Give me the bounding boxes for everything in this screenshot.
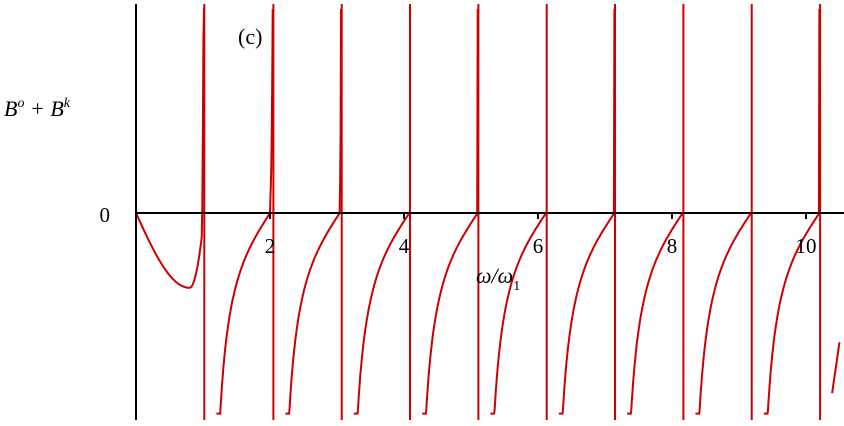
ylabel-plus: + — [24, 96, 50, 121]
series-branch-4 — [353, 213, 410, 415]
series-branch-5 — [422, 8, 479, 415]
y-axis-label: Bo + Bk — [4, 96, 71, 121]
x-tick-label-2: 2 — [265, 234, 276, 258]
ylabel-sup2: k — [64, 96, 71, 111]
series-branch-11 — [831, 342, 841, 394]
series-branch-9 — [695, 213, 752, 415]
series-branch-7 — [558, 8, 616, 415]
series-branch-10 — [763, 8, 821, 415]
series-branch-1 — [135, 8, 205, 289]
x-ticks: 2 4 6 8 10 — [265, 213, 817, 258]
series-branch-3 — [285, 8, 342, 415]
y-tick-label-0: 0 — [100, 203, 111, 227]
xlabel-num: ω — [476, 263, 492, 288]
x-tick-label-10: 10 — [796, 234, 817, 258]
x-tick-label-6: 6 — [533, 234, 544, 258]
series-branch-6 — [490, 213, 547, 415]
panel-label: (c) — [238, 24, 262, 49]
ylabel-b1: B — [4, 96, 17, 121]
x-axis-label: ω/ω1 — [476, 263, 520, 294]
ylabel-b2: B — [50, 96, 63, 121]
x-tick-label-8: 8 — [667, 234, 678, 258]
series-branch-8 — [627, 213, 684, 415]
axes — [135, 4, 844, 420]
xlabel-slash: / — [490, 263, 500, 288]
xlabel-sub: 1 — [513, 279, 520, 294]
x-tick-label-4: 4 — [399, 234, 410, 258]
series-branch-2 — [216, 8, 274, 415]
ylabel-sup1: o — [17, 96, 24, 111]
xlabel-den: ω — [498, 263, 514, 288]
